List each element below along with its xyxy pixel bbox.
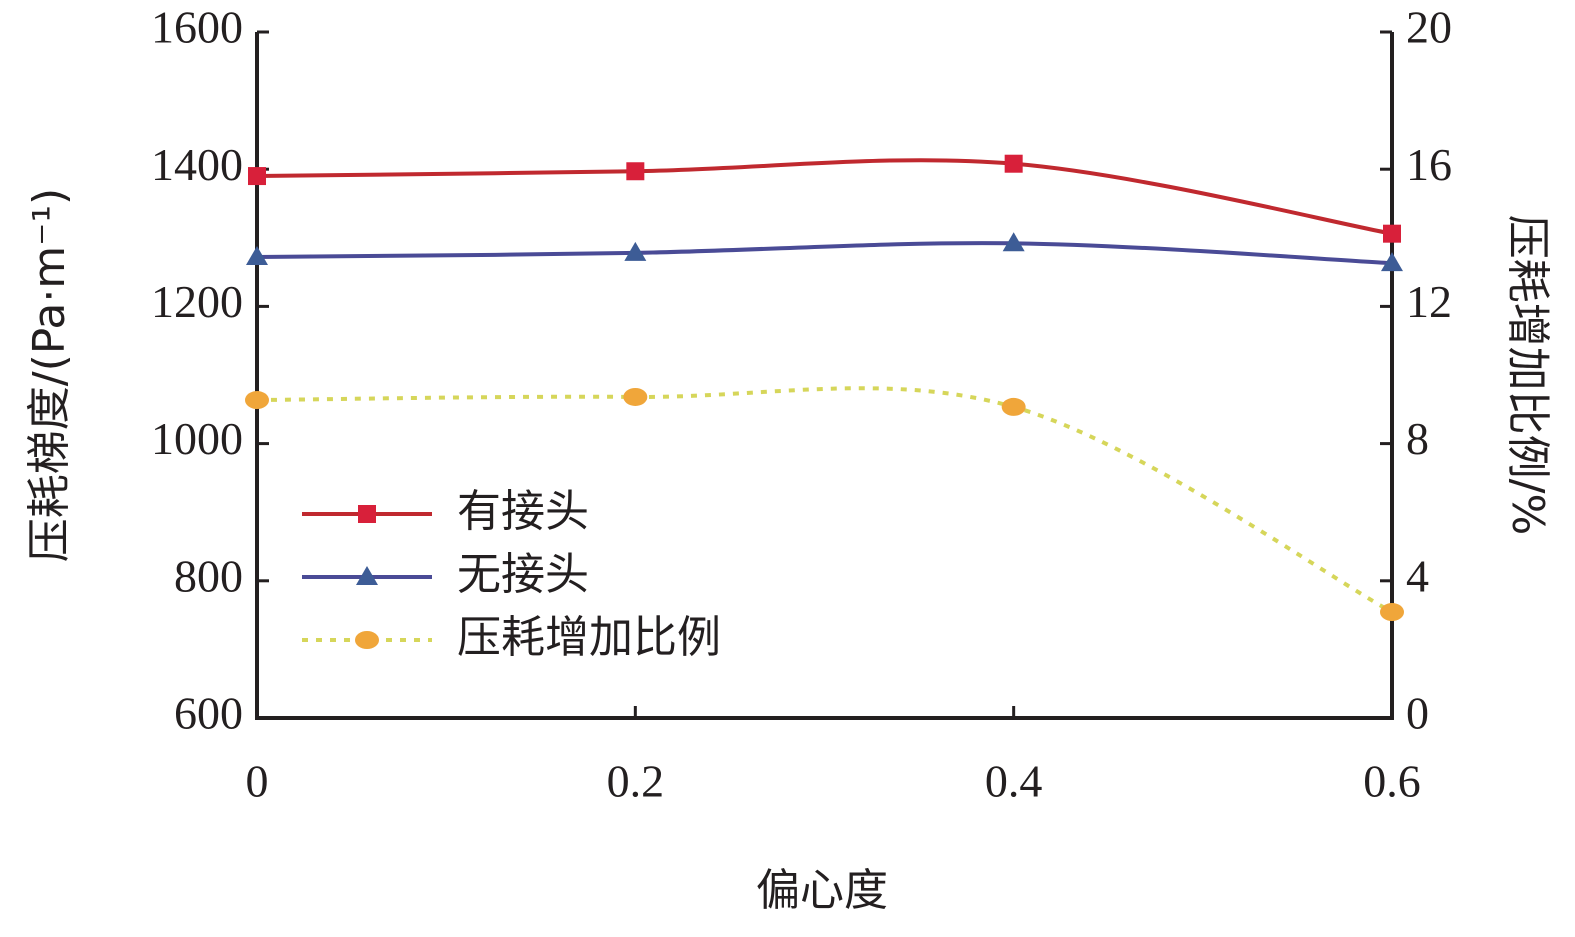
y2-tick-label: 16 (1406, 139, 1452, 190)
marker (624, 241, 647, 261)
y2-tick-label: 0 (1406, 688, 1429, 739)
legend-marker (355, 631, 379, 649)
y2-tick-label: 4 (1406, 550, 1429, 601)
x-axis-label: 偏心度 (756, 865, 888, 916)
legend-label: 有接头 (457, 486, 589, 537)
y-axis-label: 压耗梯度/(Pa·m⁻¹) (24, 188, 75, 562)
y-tick-label: 800 (174, 550, 243, 601)
legend-marker (356, 566, 378, 585)
y-tick-label: 1200 (151, 276, 243, 327)
legend-label: 无接头 (457, 549, 589, 600)
marker (1002, 232, 1025, 252)
marker (1380, 603, 1404, 622)
x-tick-label: 0.6 (1363, 756, 1421, 807)
y2-tick-label: 12 (1406, 276, 1452, 327)
y-tick-label: 1600 (151, 2, 243, 53)
y-tick-label: 600 (174, 688, 243, 739)
marker (248, 167, 266, 186)
legend-marker (358, 505, 376, 523)
x-tick-label: 0 (246, 756, 269, 807)
marker (623, 387, 648, 406)
marker (1004, 154, 1023, 173)
marker (1001, 397, 1026, 416)
x-tick-label: 0.4 (985, 756, 1043, 807)
x-tick-label: 0.2 (607, 756, 665, 807)
y-tick-label: 1400 (151, 139, 243, 190)
y2-axis-label: 压耗增加比例/% (1502, 215, 1553, 536)
y-tick-label: 1000 (151, 413, 243, 464)
axis-frame (255, 32, 1394, 720)
marker (1381, 252, 1403, 272)
y2-tick-label: 20 (1406, 2, 1452, 53)
y2-tick-label: 8 (1406, 413, 1429, 464)
marker (626, 162, 645, 181)
legend-label: 压耗增加比例 (457, 612, 721, 663)
series-line (256, 158, 1393, 236)
marker (246, 246, 268, 266)
series-line (256, 386, 1393, 614)
marker (245, 391, 269, 410)
marker (1383, 224, 1401, 243)
series-line (256, 241, 1393, 266)
